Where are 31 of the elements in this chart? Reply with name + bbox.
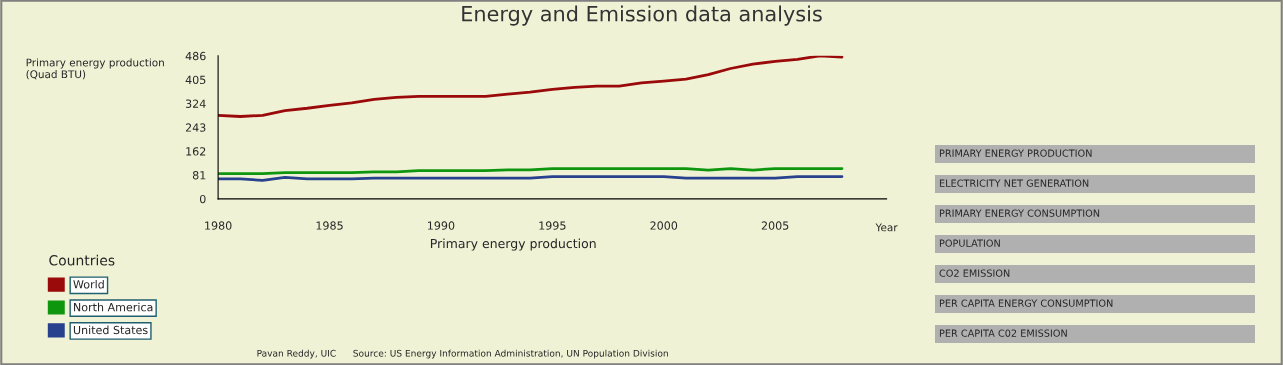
text: PER CAPITA ENERGY CONSUMPTION [939,299,1113,307]
legend-title: Countries [49,254,115,266]
line-series [218,55,844,118]
legend-label: North America [74,302,153,312]
x-tick-label: 1995 [539,221,566,230]
y-tick-label: 405 [185,75,206,85]
y-tick-label: 243 [185,123,206,132]
text: Pavan Reddy, UIC [257,349,336,359]
chart-title: Energy and Emission data analysis [462,5,822,26]
x-tick-label: 2005 [761,221,789,230]
y-axis-title: Primary energy production (Quad BTU) [26,58,164,80]
legend-label: United States [73,325,148,335]
y-tick-label: 486 [185,51,206,61]
y-tick-label: 0 [199,194,206,204]
text: PRIMARY ENERGY PRODUCTION [939,149,1092,157]
source-note: Source: US Energy Information Administration, UN Population Division [353,349,668,359]
x-tick-label: 1990 [428,221,455,230]
x-tick-label: 1985 [316,221,343,230]
y-tick-label: 81 [192,171,206,180]
text: POPULATION [939,239,1000,247]
text: Primary energy production [430,238,596,251]
x-tick-label: 1980 [205,221,232,230]
text: PER CAPITA C02 EMISSION [939,329,1067,337]
y-tick-label: 162 [186,147,206,156]
y-tick-label: 324 [185,99,206,108]
x-axis-title: Year [875,223,898,232]
text: PRIMARY ENERGY CONSUMPTION [939,209,1100,217]
text: CO2 EMISSION [939,269,1010,277]
text: ELECTRICITY NET GENERATION [939,179,1089,187]
legend-label: World [73,279,104,289]
x-tick-label: 2000 [650,221,678,230]
